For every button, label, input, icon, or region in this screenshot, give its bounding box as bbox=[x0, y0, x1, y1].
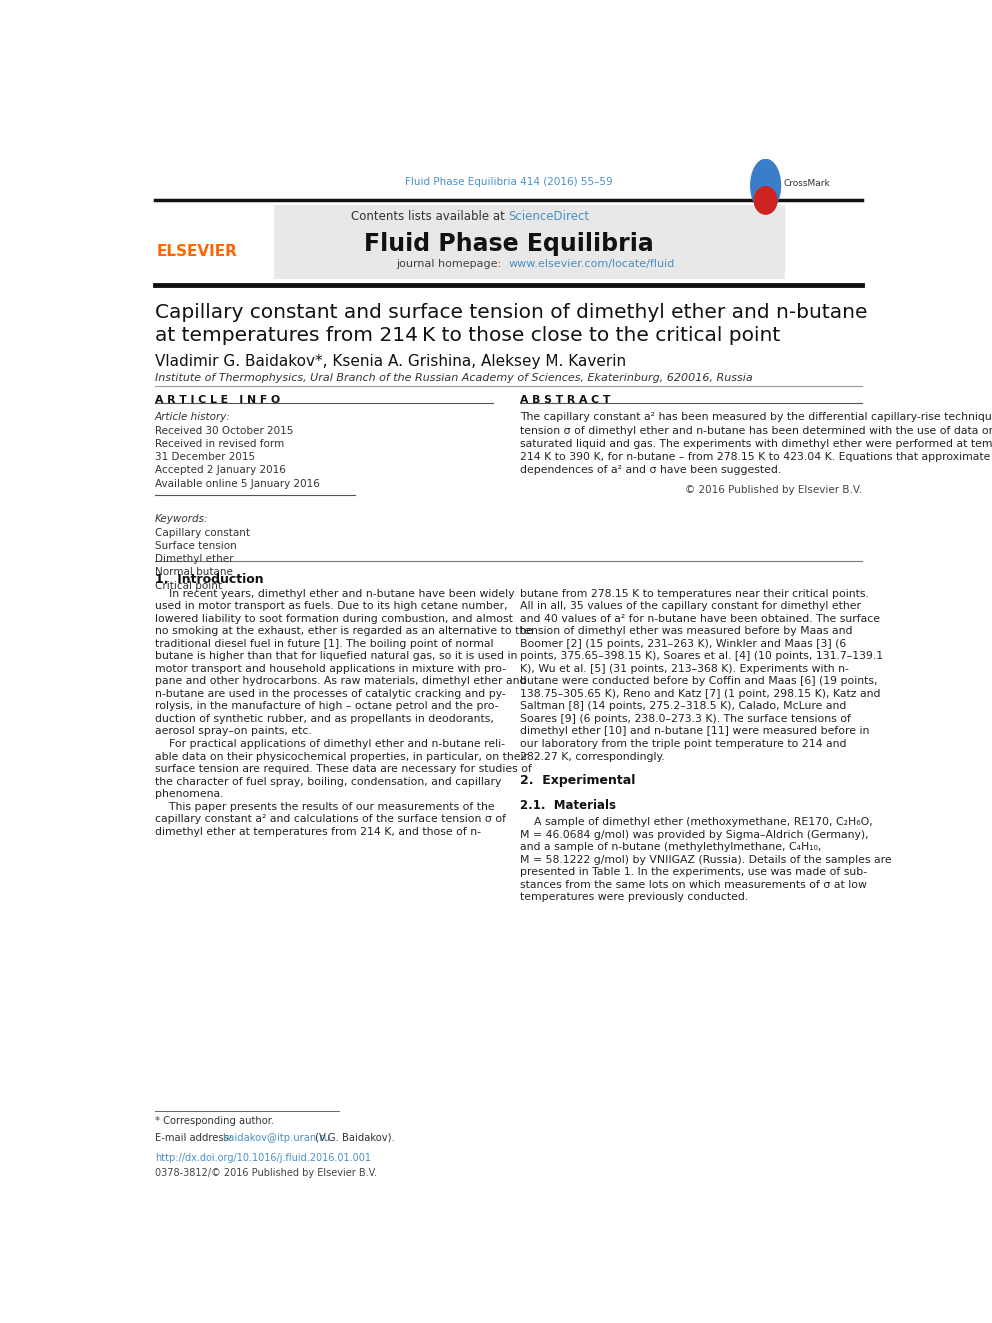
Text: Normal butane: Normal butane bbox=[155, 568, 233, 577]
Text: stances from the same lots on which measurements of σ at low: stances from the same lots on which meas… bbox=[520, 880, 867, 889]
Text: at temperatures from 214 K to those close to the critical point: at temperatures from 214 K to those clos… bbox=[155, 325, 780, 345]
Text: phenomena.: phenomena. bbox=[155, 789, 223, 799]
Text: aerosol spray–on paints, etc.: aerosol spray–on paints, etc. bbox=[155, 726, 311, 737]
Text: Soares [9] (6 points, 238.0–273.3 K). The surface tensions of: Soares [9] (6 points, 238.0–273.3 K). Th… bbox=[520, 714, 851, 724]
Text: Keywords:: Keywords: bbox=[155, 515, 208, 524]
FancyBboxPatch shape bbox=[155, 205, 786, 279]
Text: Saltman [8] (14 points, 275.2–318.5 K), Calado, McLure and: Saltman [8] (14 points, 275.2–318.5 K), … bbox=[520, 701, 846, 712]
Text: no smoking at the exhaust, ether is regarded as an alternative to the: no smoking at the exhaust, ether is rega… bbox=[155, 626, 533, 636]
Text: temperatures were previously conducted.: temperatures were previously conducted. bbox=[520, 892, 748, 902]
Text: duction of synthetic rubber, and as propellants in deodorants,: duction of synthetic rubber, and as prop… bbox=[155, 714, 494, 724]
Text: butane were conducted before by Coffin and Maas [6] (19 points,: butane were conducted before by Coffin a… bbox=[520, 676, 878, 687]
Text: M = 46.0684 g/mol) was provided by Sigma–Aldrich (Germany),: M = 46.0684 g/mol) was provided by Sigma… bbox=[520, 830, 869, 840]
Text: n-butane are used in the processes of catalytic cracking and py-: n-butane are used in the processes of ca… bbox=[155, 689, 506, 699]
Text: traditional diesel fuel in future [1]. The boiling point of normal: traditional diesel fuel in future [1]. T… bbox=[155, 639, 493, 648]
Text: Fluid Phase Equilibria: Fluid Phase Equilibria bbox=[363, 232, 654, 257]
Text: This paper presents the results of our measurements of the: This paper presents the results of our m… bbox=[155, 802, 494, 812]
Text: pane and other hydrocarbons. As raw materials, dimethyl ether and: pane and other hydrocarbons. As raw mate… bbox=[155, 676, 526, 687]
Text: 282.27 K, correspondingly.: 282.27 K, correspondingly. bbox=[520, 751, 665, 762]
Ellipse shape bbox=[751, 159, 781, 212]
Text: 31 December 2015: 31 December 2015 bbox=[155, 452, 255, 462]
Text: capillary constant a² and calculations of the surface tension σ of: capillary constant a² and calculations o… bbox=[155, 814, 506, 824]
Text: (V.G. Baidakov).: (V.G. Baidakov). bbox=[311, 1132, 395, 1143]
Text: baidakov@itp.uran.ru: baidakov@itp.uran.ru bbox=[222, 1132, 330, 1143]
Text: 1.  Introduction: 1. Introduction bbox=[155, 573, 264, 586]
Text: Article history:: Article history: bbox=[155, 413, 230, 422]
Text: M = 58.1222 g/mol) by VNIIGAZ (Russia). Details of the samples are: M = 58.1222 g/mol) by VNIIGAZ (Russia). … bbox=[520, 855, 892, 865]
Text: tension σ of dimethyl ether and n-butane has been determined with the use of dat: tension σ of dimethyl ether and n-butane… bbox=[520, 426, 992, 435]
Text: tension of dimethyl ether was measured before by Maas and: tension of dimethyl ether was measured b… bbox=[520, 626, 852, 636]
Ellipse shape bbox=[754, 187, 777, 214]
Text: our laboratory from the triple point temperature to 214 and: our laboratory from the triple point tem… bbox=[520, 740, 846, 749]
Text: * Corresponding author.: * Corresponding author. bbox=[155, 1117, 274, 1126]
Text: ELSEVIER: ELSEVIER bbox=[157, 245, 237, 259]
Text: saturated liquid and gas. The experiments with dimethyl ether were performed at : saturated liquid and gas. The experiment… bbox=[520, 439, 992, 448]
Text: Capillary constant and surface tension of dimethyl ether and n-butane: Capillary constant and surface tension o… bbox=[155, 303, 867, 323]
Text: Contents lists available at: Contents lists available at bbox=[351, 209, 509, 222]
Text: the character of fuel spray, boiling, condensation, and capillary: the character of fuel spray, boiling, co… bbox=[155, 777, 501, 787]
Text: 138.75–305.65 K), Reno and Katz [7] (1 point, 298.15 K), Katz and: 138.75–305.65 K), Reno and Katz [7] (1 p… bbox=[520, 689, 881, 699]
Text: butane is higher than that for liquefied natural gas, so it is used in: butane is higher than that for liquefied… bbox=[155, 651, 517, 662]
Text: CrossMark: CrossMark bbox=[784, 179, 830, 188]
Text: dimethyl ether at temperatures from 214 K, and those of n-: dimethyl ether at temperatures from 214 … bbox=[155, 827, 481, 836]
Text: A R T I C L E   I N F O: A R T I C L E I N F O bbox=[155, 396, 280, 405]
Text: and 40 values of a² for n-butane have been obtained. The surface: and 40 values of a² for n-butane have be… bbox=[520, 614, 880, 623]
Text: 2.  Experimental: 2. Experimental bbox=[520, 774, 635, 787]
Text: Accepted 2 January 2016: Accepted 2 January 2016 bbox=[155, 466, 286, 475]
Text: lowered liability to soot formation during combustion, and almost: lowered liability to soot formation duri… bbox=[155, 614, 513, 623]
Text: In recent years, dimethyl ether and n-butane have been widely: In recent years, dimethyl ether and n-bu… bbox=[155, 589, 514, 598]
Text: able data on their physicochemical properties, in particular, on their: able data on their physicochemical prope… bbox=[155, 751, 528, 762]
Text: dependences of a² and σ have been suggested.: dependences of a² and σ have been sugges… bbox=[520, 466, 781, 475]
Text: 0378-3812/© 2016 Published by Elsevier B.V.: 0378-3812/© 2016 Published by Elsevier B… bbox=[155, 1168, 377, 1179]
Text: http://dx.doi.org/10.1016/j.fluid.2016.01.001: http://dx.doi.org/10.1016/j.fluid.2016.0… bbox=[155, 1154, 371, 1163]
Text: The capillary constant a² has been measured by the differential capillary-rise t: The capillary constant a² has been measu… bbox=[520, 413, 992, 422]
Text: All in all, 35 values of the capillary constant for dimethyl ether: All in all, 35 values of the capillary c… bbox=[520, 601, 861, 611]
Text: Surface tension: Surface tension bbox=[155, 541, 236, 550]
Text: and a sample of n-butane (methylethylmethane, C₄H₁₀,: and a sample of n-butane (methylethylmet… bbox=[520, 843, 821, 852]
Text: A B S T R A C T: A B S T R A C T bbox=[520, 396, 610, 405]
Text: www.elsevier.com/locate/fluid: www.elsevier.com/locate/fluid bbox=[509, 258, 675, 269]
Text: journal homepage:: journal homepage: bbox=[396, 258, 509, 269]
Text: used in motor transport as fuels. Due to its high cetane number,: used in motor transport as fuels. Due to… bbox=[155, 601, 507, 611]
Text: surface tension are required. These data are necessary for studies of: surface tension are required. These data… bbox=[155, 765, 532, 774]
Text: Fluid Phase Equilibria 414 (2016) 55–59: Fluid Phase Equilibria 414 (2016) 55–59 bbox=[405, 177, 612, 187]
Text: © 2016 Published by Elsevier B.V.: © 2016 Published by Elsevier B.V. bbox=[685, 484, 862, 495]
Text: 2.1.  Materials: 2.1. Materials bbox=[520, 799, 616, 812]
Text: Received 30 October 2015: Received 30 October 2015 bbox=[155, 426, 293, 435]
Text: motor transport and household applications in mixture with pro-: motor transport and household applicatio… bbox=[155, 664, 506, 673]
Text: K), Wu et al. [5] (31 points, 213–368 K). Experiments with n-: K), Wu et al. [5] (31 points, 213–368 K)… bbox=[520, 664, 849, 673]
Text: 214 K to 390 K, for n-butane – from 278.15 K to 423.04 K. Equations that approxi: 214 K to 390 K, for n-butane – from 278.… bbox=[520, 452, 992, 462]
Text: Available online 5 January 2016: Available online 5 January 2016 bbox=[155, 479, 319, 488]
Text: ScienceDirect: ScienceDirect bbox=[509, 209, 589, 222]
Text: dimethyl ether [10] and n-butane [11] were measured before in: dimethyl ether [10] and n-butane [11] we… bbox=[520, 726, 869, 737]
Text: Boomer [2] (15 points, 231–263 K), Winkler and Maas [3] (6: Boomer [2] (15 points, 231–263 K), Winkl… bbox=[520, 639, 846, 648]
Text: Critical point: Critical point bbox=[155, 581, 222, 590]
Text: rolysis, in the manufacture of high – octane petrol and the pro-: rolysis, in the manufacture of high – oc… bbox=[155, 701, 498, 712]
Text: A sample of dimethyl ether (methoxymethane, RE170, C₂H₆O,: A sample of dimethyl ether (methoxymetha… bbox=[520, 818, 873, 827]
Text: For practical applications of dimethyl ether and n-butane reli-: For practical applications of dimethyl e… bbox=[155, 740, 505, 749]
Text: presented in Table 1. In the experiments, use was made of sub-: presented in Table 1. In the experiments… bbox=[520, 867, 867, 877]
Text: points, 375.65–398.15 K), Soares et al. [4] (10 points, 131.7–139.1: points, 375.65–398.15 K), Soares et al. … bbox=[520, 651, 883, 662]
Text: Vladimir G. Baidakov*, Ksenia A. Grishina, Aleksey M. Kaverin: Vladimir G. Baidakov*, Ksenia A. Grishin… bbox=[155, 355, 626, 369]
Text: Received in revised form: Received in revised form bbox=[155, 439, 284, 448]
Text: Capillary constant: Capillary constant bbox=[155, 528, 250, 537]
Text: butane from 278.15 K to temperatures near their critical points.: butane from 278.15 K to temperatures nea… bbox=[520, 589, 869, 598]
Text: Institute of Thermophysics, Ural Branch of the Russian Academy of Sciences, Ekat: Institute of Thermophysics, Ural Branch … bbox=[155, 373, 753, 382]
Text: Dimethyl ether: Dimethyl ether bbox=[155, 554, 233, 564]
FancyBboxPatch shape bbox=[155, 205, 274, 279]
Text: E-mail address:: E-mail address: bbox=[155, 1132, 235, 1143]
